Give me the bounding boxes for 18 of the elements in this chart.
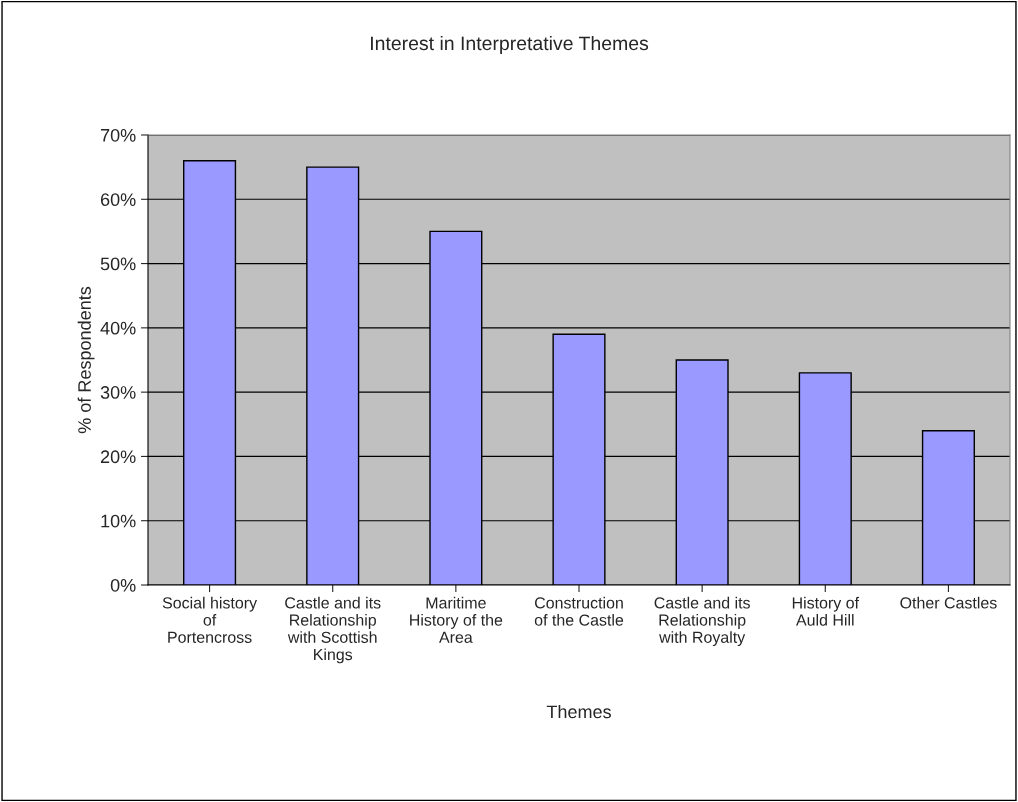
y-tick-label: 30%: [100, 386, 136, 399]
x-tick-label: Maritime History of the Area: [410, 596, 503, 643]
y-tick-label: 10%: [101, 514, 136, 528]
y-axis-title: % of Respondents: [77, 286, 95, 434]
x-tick-label: Construction of the Castle: [534, 596, 624, 626]
x-tick-label: Castle and its Relationship with Royalty: [654, 596, 750, 647]
y-tick-label: 60%: [100, 193, 136, 207]
chart-title: Interest in Interpretative Themes: [371, 35, 649, 55]
x-tick-label: Other Castles: [900, 596, 997, 609]
y-tick-label: 20%: [100, 450, 136, 464]
x-axis-title: Themes: [546, 704, 611, 719]
x-tick-label: Castle and its Relationship with Scottish Kings: [285, 596, 381, 664]
y-tick-label: 50%: [100, 257, 136, 271]
y-tick-label: 0%: [110, 578, 136, 592]
x-tick-label: Social history of Portencross: [162, 596, 258, 643]
y-tick-label: 40%: [100, 321, 136, 335]
x-tick-label: History of Auld Hill: [792, 596, 860, 626]
y-tick-label: 70%: [100, 128, 136, 142]
